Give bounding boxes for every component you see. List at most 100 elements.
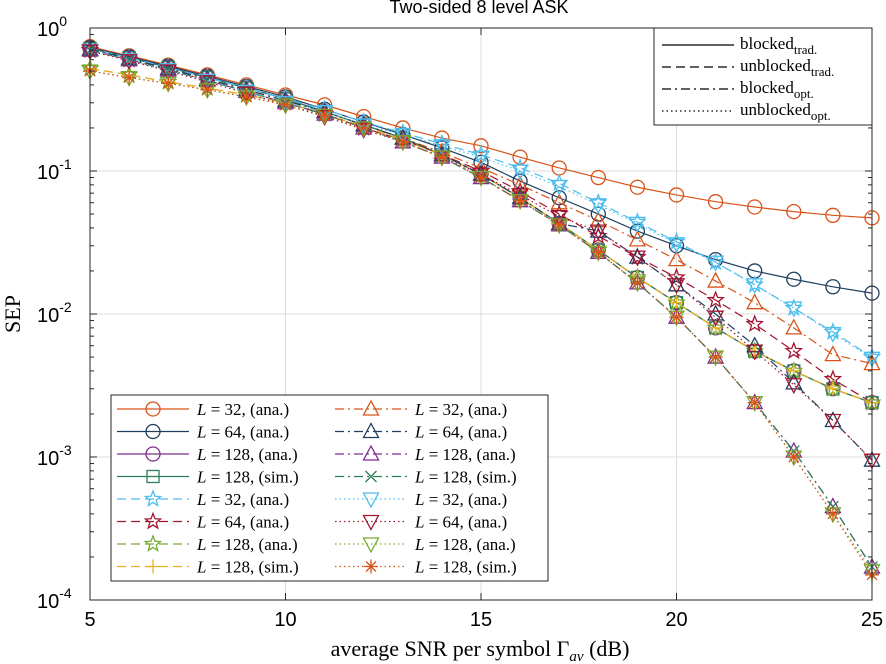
style-legend-label: blockedopt. [740, 78, 814, 101]
x-axis-label-sub: av [569, 649, 584, 664]
data-point [278, 97, 293, 112]
x-axis-label-unit: (dB) [584, 636, 630, 661]
x-axis-label-main: average SNR per symbol Γ [331, 636, 570, 661]
data-point [629, 223, 646, 239]
data-point [591, 245, 606, 260]
data-point [667, 267, 686, 286]
data-point [552, 217, 567, 232]
data-point [824, 345, 842, 362]
legend-entry: L = 128, (sim.) [335, 468, 517, 487]
x-axis-ticks: 5 10 15 20 25 [84, 28, 883, 631]
data-point [746, 344, 764, 361]
data-point [784, 341, 804, 360]
data-point [628, 250, 646, 267]
legend-entry: L = 32, (ana.) [117, 489, 289, 509]
data-point [669, 310, 684, 325]
data-point [669, 295, 684, 310]
legend-label: L = 128, (sim.) [196, 468, 299, 487]
legend-marker [145, 446, 161, 462]
x-tick-label: 5 [84, 609, 95, 631]
legend-label: L = 64, (ana.) [414, 513, 507, 532]
data-point [629, 179, 646, 195]
data-point [122, 70, 137, 85]
style-legend-label: unblockedopt. [740, 100, 831, 123]
data-point [589, 224, 607, 241]
data-point [667, 237, 686, 254]
legend-marker [143, 489, 163, 507]
data-point [550, 193, 568, 210]
data-point [707, 304, 725, 321]
data-point [550, 209, 568, 226]
data-point [550, 179, 568, 196]
legend-entry: L = 64, (ana.) [117, 423, 289, 442]
data-point [589, 198, 607, 215]
data-point [707, 271, 725, 288]
data-point [588, 192, 608, 211]
data-point [472, 150, 490, 167]
series-layer [80, 38, 882, 582]
data-point [786, 203, 802, 220]
legend-marker [145, 401, 161, 417]
data-point [355, 118, 373, 135]
x-tick-label: 15 [470, 609, 492, 631]
data-point [628, 230, 646, 247]
data-point [511, 188, 529, 205]
data-point [239, 89, 254, 104]
legend-label: L = 64, (ana.) [196, 423, 289, 442]
data-point [472, 167, 490, 184]
data-point [825, 207, 841, 223]
data-point [825, 381, 840, 396]
data-point [746, 278, 764, 295]
data-point [513, 193, 528, 208]
y-tick-label: 10-1 [37, 156, 72, 184]
data-point [630, 275, 645, 290]
legend-marker [143, 511, 163, 530]
legend-label: L = 128, (sim.) [414, 558, 517, 577]
legend-marker [364, 559, 378, 574]
data-point [589, 221, 607, 238]
legend-label: L = 128, (sim.) [414, 468, 517, 487]
series-line [89, 47, 873, 358]
data-point [200, 82, 215, 97]
legend-marker [362, 492, 380, 509]
data-point [317, 108, 332, 123]
data-point [786, 450, 801, 464]
legend-marker [362, 444, 380, 461]
data-point [667, 275, 686, 292]
data-point [785, 318, 803, 335]
data-point [747, 199, 763, 215]
style-legend-label: unblockedtrad. [740, 56, 834, 79]
data-point [123, 53, 136, 66]
data-point [590, 169, 606, 186]
data-point [824, 413, 842, 430]
legend-entry: L = 32, (ana.) [335, 399, 507, 419]
data-point [512, 149, 528, 165]
legend-entry: L = 128, (ana.) [117, 534, 298, 554]
legend-marker [362, 399, 380, 416]
chart-title: Two-sided 8 level ASK [389, 0, 568, 17]
legend-label: L = 32, (ana.) [414, 400, 507, 419]
legend-label: L = 32, (ana.) [196, 490, 289, 509]
legend-entry: L = 128, (sim.) [335, 558, 517, 577]
legend-label: L = 128, (ana.) [414, 535, 516, 554]
data-point [316, 105, 334, 122]
x-axis-label: average SNR per symbol Γav (dB) [331, 636, 630, 664]
legend-label: L = 128, (ana.) [414, 445, 516, 464]
data-point [745, 314, 765, 333]
legend-marker [146, 559, 160, 574]
data-point [667, 278, 686, 295]
legend-entry: L = 64, (ana.) [335, 422, 507, 442]
legend-label: L = 64, (ana.) [414, 423, 507, 442]
series-legend-box [110, 394, 549, 582]
data-point [824, 326, 842, 343]
data-point [395, 134, 410, 149]
data-point [356, 120, 371, 135]
style-legend: blockedtrad.unblockedtrad.blockedopt.unb… [653, 27, 873, 126]
legend-label: L = 64, (ana.) [196, 513, 289, 532]
series-16 [83, 64, 879, 582]
legend-label: L = 32, (ana.) [414, 490, 507, 509]
legend-entry: L = 64, (ana.) [335, 513, 507, 532]
data-point [473, 138, 489, 154]
data-point [707, 310, 725, 327]
